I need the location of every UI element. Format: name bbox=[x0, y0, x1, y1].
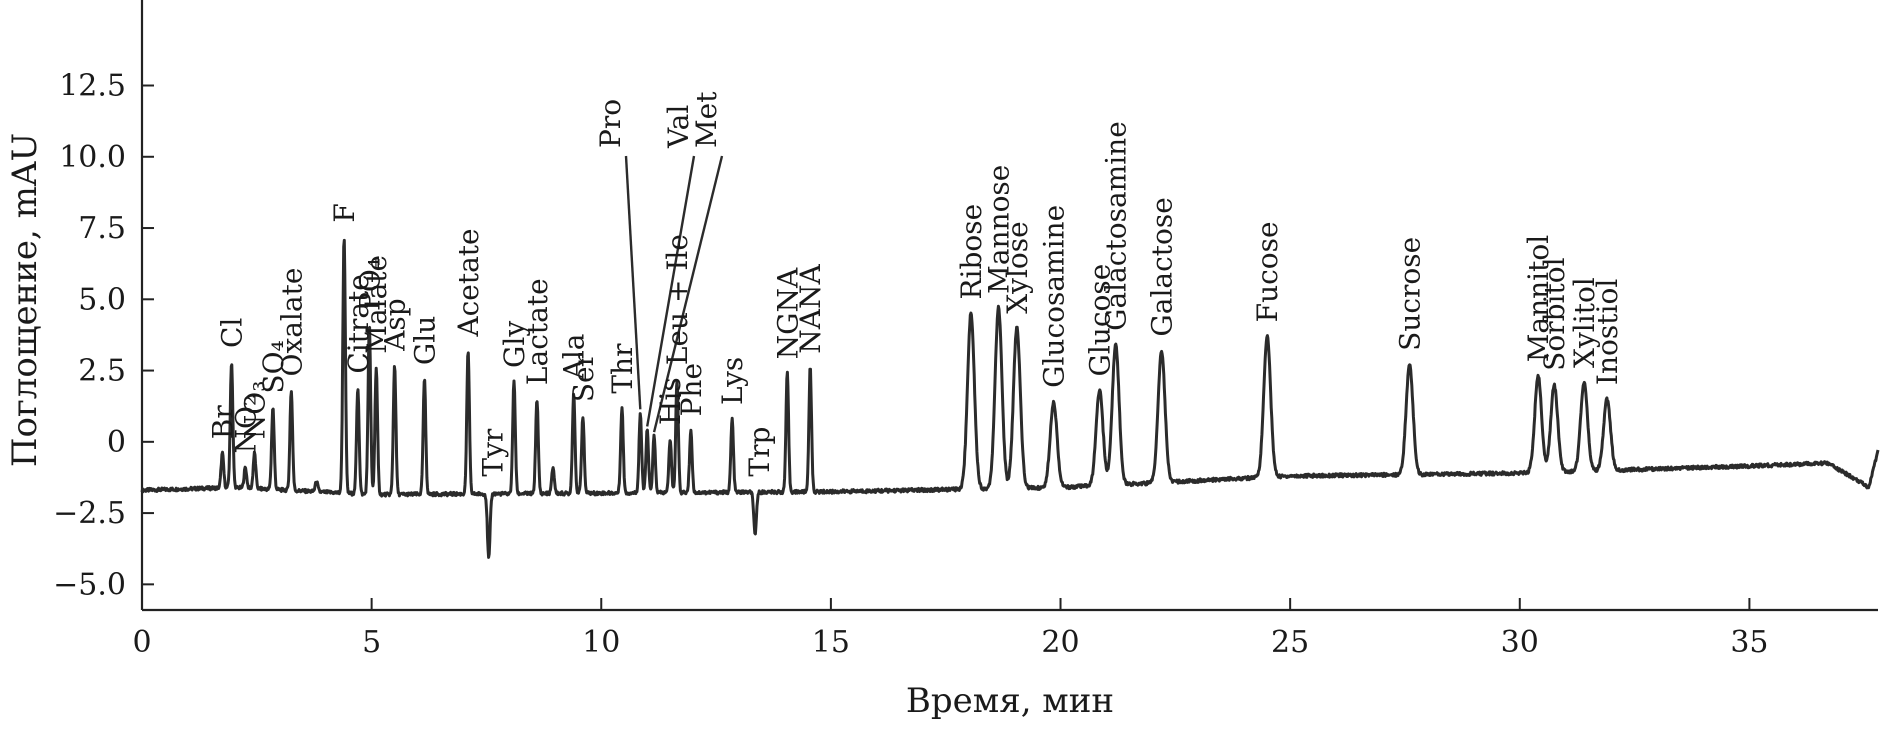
peak-label: Trp bbox=[743, 427, 776, 477]
x-tick-label: 0 bbox=[132, 625, 151, 660]
x-tick-label: 10 bbox=[582, 625, 620, 660]
peak-label: Br bbox=[206, 405, 239, 440]
peak-label: F bbox=[328, 203, 361, 222]
peak-label: PO₄ bbox=[353, 258, 386, 311]
leader-line bbox=[624, 155, 642, 410]
x-tick-label: 15 bbox=[812, 625, 850, 660]
y-tick-label: 5.0 bbox=[78, 282, 126, 317]
x-tick-label: 25 bbox=[1271, 625, 1309, 660]
y-axis-title: Поглощение, mAU bbox=[5, 133, 45, 467]
peak-label: Ser bbox=[567, 352, 600, 402]
peak-label: NANA bbox=[794, 263, 827, 353]
y-tick-label: 7.5 bbox=[78, 211, 126, 246]
peak-label: Tyr bbox=[477, 428, 510, 476]
peak-label: Mannitol bbox=[1522, 235, 1555, 362]
y-tick-label: 12.5 bbox=[59, 69, 126, 104]
peak-label: Ala bbox=[558, 333, 591, 380]
y-tick-label: −5.0 bbox=[53, 567, 126, 602]
x-axis-title: Время, мин bbox=[906, 681, 1114, 721]
peak-label: Malate bbox=[360, 255, 393, 354]
peak-label: Sorbitol bbox=[1538, 257, 1571, 370]
peak-label: Lactate bbox=[521, 278, 554, 385]
peak-label: Gly bbox=[498, 321, 531, 368]
peak-label: Xylitol bbox=[1568, 277, 1601, 368]
y-tick-label: −2.5 bbox=[53, 496, 126, 531]
x-tick-label: 35 bbox=[1730, 625, 1768, 660]
peak-label: Pro bbox=[594, 99, 627, 148]
peak-label: Cl bbox=[216, 318, 249, 348]
peak-label: Met bbox=[690, 91, 723, 148]
peak-label: Galactosamine bbox=[1100, 121, 1133, 331]
peak-label: Glucose bbox=[1084, 264, 1117, 377]
peak-label: NGNA bbox=[771, 267, 804, 359]
y-tick-label: 10.0 bbox=[59, 140, 126, 175]
axes: 0 5 10 15 20 25 30 35 −5.0 −2.5 0 2.5 5.0 7.5 10.0 12.5 bbox=[53, 0, 1878, 660]
peak-label: Phe bbox=[675, 363, 708, 416]
peak-label: Asp bbox=[379, 298, 412, 352]
peak-label: Mannose bbox=[983, 165, 1016, 294]
peak-label: SO₄ bbox=[257, 340, 290, 393]
peak-label: Fucose bbox=[1251, 221, 1284, 322]
x-tick-label: 20 bbox=[1041, 625, 1079, 660]
peak-label: Thr bbox=[606, 343, 639, 394]
y-tick-label: 0 bbox=[107, 425, 126, 460]
peak-label: NO₂ bbox=[229, 395, 262, 454]
peak-label: Glu bbox=[408, 316, 441, 365]
chromatogram-trace bbox=[140, 238, 1880, 559]
x-tick-label: 30 bbox=[1501, 625, 1539, 660]
y-tick-label: 2.5 bbox=[78, 354, 126, 389]
x-tick-label: 5 bbox=[362, 625, 381, 660]
peak-label: Val bbox=[662, 105, 695, 149]
peak-label: Glucosamine bbox=[1038, 205, 1071, 388]
leader-line bbox=[646, 155, 696, 427]
peak-label: Ribose bbox=[955, 204, 988, 300]
peak-label: Oxalate bbox=[275, 268, 308, 377]
peak-label: Leu + Ile bbox=[661, 234, 694, 365]
peak-label: His bbox=[654, 377, 687, 425]
peak-label: Acetate bbox=[452, 228, 485, 337]
peak-label: Xylose bbox=[1001, 221, 1034, 314]
plot-area bbox=[140, 155, 1880, 559]
peak-label: Galactose bbox=[1146, 197, 1179, 336]
peak-label: NO₃ bbox=[239, 381, 272, 440]
peak-label: Inostiol bbox=[1591, 279, 1624, 385]
peak-label: Citrate bbox=[342, 274, 375, 374]
leader-line bbox=[652, 155, 724, 433]
peak-label: Lys bbox=[716, 357, 749, 405]
peak-label: Sucrose bbox=[1394, 237, 1427, 351]
